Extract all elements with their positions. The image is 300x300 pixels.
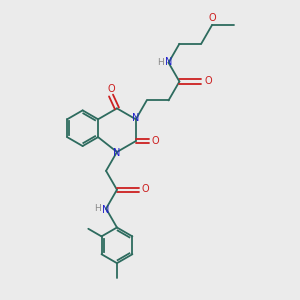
Text: O: O (107, 84, 115, 94)
Text: N: N (165, 57, 172, 67)
Text: O: O (152, 136, 160, 146)
Text: H: H (94, 204, 101, 213)
Text: O: O (208, 13, 216, 23)
Text: O: O (204, 76, 212, 85)
Text: N: N (113, 148, 121, 158)
Text: O: O (142, 184, 149, 194)
Text: H: H (157, 58, 164, 67)
Text: N: N (132, 113, 140, 123)
Text: N: N (102, 205, 110, 214)
